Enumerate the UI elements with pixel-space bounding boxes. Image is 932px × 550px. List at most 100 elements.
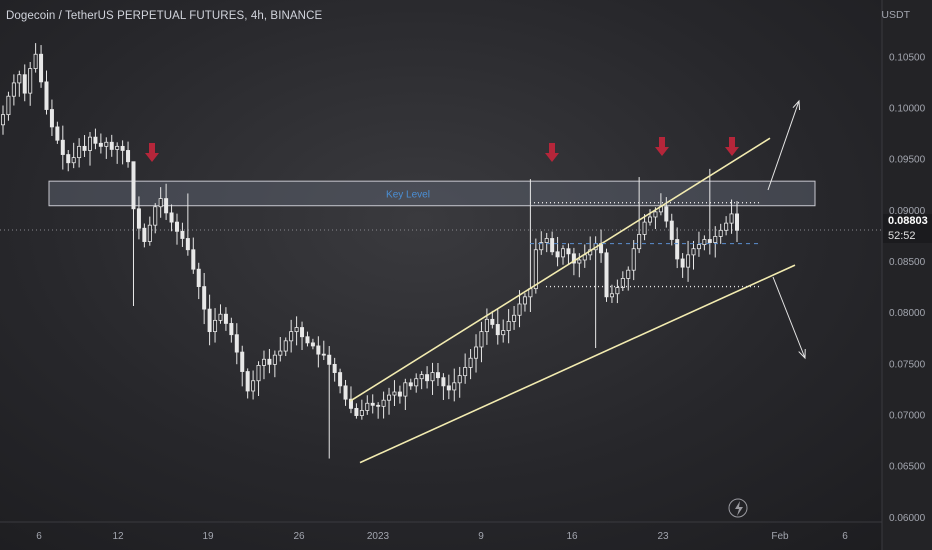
- candle-body: [71, 157, 76, 164]
- candle-body: [457, 375, 462, 384]
- candle-body: [174, 221, 179, 232]
- x-tick-label: Feb: [771, 531, 789, 542]
- candle-body: [327, 354, 332, 365]
- candle-body: [300, 327, 305, 338]
- candle-body: [147, 224, 152, 242]
- candle-body: [561, 248, 566, 258]
- candle-body: [691, 248, 696, 256]
- candle-body: [555, 251, 560, 258]
- candle-body: [213, 319, 218, 333]
- candle-body: [191, 249, 196, 270]
- candle-body: [512, 314, 517, 322]
- candle-body: [261, 358, 266, 366]
- candle-body: [240, 351, 245, 372]
- candle-body: [539, 242, 544, 251]
- candle-body: [234, 334, 239, 353]
- candle-body: [321, 353, 326, 356]
- candle-body: [653, 211, 658, 218]
- symbol-title[interactable]: Dogecoin / TetherUS PERPETUAL FUTURES, 4…: [6, 10, 323, 22]
- y-tick-label: 0.09000: [889, 206, 926, 217]
- candle-body: [506, 320, 511, 332]
- candle-body: [131, 161, 136, 210]
- candle-body: [414, 378, 419, 387]
- candle-body: [294, 327, 299, 333]
- candle-body: [169, 212, 174, 223]
- x-tick-label: 19: [202, 531, 214, 542]
- candle-body: [283, 340, 288, 352]
- candle-body: [332, 363, 337, 373]
- candle-body: [55, 126, 60, 141]
- candle-body: [218, 313, 223, 321]
- candle-body: [631, 248, 636, 271]
- candle-body: [696, 244, 701, 250]
- candle-body: [136, 208, 141, 229]
- down-arrow-marker: [725, 137, 739, 156]
- candle-body: [615, 287, 620, 295]
- candle-body: [93, 136, 98, 144]
- candle-body: [435, 372, 440, 379]
- candle-body: [359, 410, 364, 416]
- candle-body: [126, 150, 131, 163]
- x-tick-label: 9: [478, 531, 484, 542]
- candle-body: [729, 213, 734, 224]
- candle-body: [544, 238, 549, 243]
- channel-upper-line: [349, 137, 771, 402]
- key-level-label: Key Level: [386, 189, 430, 200]
- candle-body: [115, 145, 120, 150]
- price-axis-panel: [882, 0, 932, 550]
- candle-body: [468, 357, 473, 368]
- candle-body: [533, 249, 538, 290]
- flash-icon-glyph: [735, 501, 743, 516]
- candle-body: [441, 377, 446, 387]
- candle-body: [446, 385, 451, 391]
- bullish-projection-arrow-head: [792, 99, 801, 111]
- candle-body: [648, 216, 653, 223]
- flash-icon[interactable]: [728, 498, 748, 518]
- candle-body: [517, 303, 522, 316]
- candle-body: [278, 350, 283, 356]
- y-tick-label: 0.10500: [889, 52, 926, 63]
- candle-body: [98, 142, 103, 147]
- y-tick-label: 0.08500: [889, 257, 926, 268]
- candle-body: [577, 259, 582, 264]
- candle-body: [66, 154, 71, 164]
- y-tick-label: 0.06000: [889, 513, 926, 524]
- candle-body: [202, 286, 207, 310]
- candle-body: [60, 139, 65, 155]
- candle-body: [452, 382, 457, 391]
- candle-body: [33, 53, 38, 69]
- candle-body: [22, 74, 27, 94]
- bar-countdown-badge: 52:52: [883, 229, 932, 243]
- candle-body: [702, 239, 707, 246]
- candle-body: [664, 206, 669, 222]
- candle-body: [343, 385, 348, 400]
- candle-body: [142, 227, 147, 242]
- bearish-projection-arrow: [772, 276, 806, 359]
- candle-body: [0, 114, 6, 126]
- down-arrow-marker: [545, 143, 559, 162]
- candle-body: [501, 330, 506, 336]
- candle-body: [479, 331, 484, 348]
- candle-body: [626, 269, 631, 279]
- x-tick-label: 2023: [367, 531, 390, 542]
- candle-body: [686, 254, 691, 268]
- x-tick-label: 12: [112, 531, 124, 542]
- candle-body: [338, 372, 343, 387]
- candle-body: [207, 308, 212, 333]
- y-tick-label: 0.06500: [889, 462, 926, 473]
- x-tick-label: 6: [36, 531, 42, 542]
- candle-body: [49, 109, 54, 128]
- candle-body: [28, 68, 33, 94]
- candle-body: [77, 145, 82, 159]
- candle-body: [675, 239, 680, 260]
- candle-body: [637, 233, 642, 250]
- candle-body: [392, 391, 397, 396]
- candle-body: [109, 141, 114, 150]
- candle-body: [153, 206, 158, 226]
- candle-body: [272, 354, 277, 365]
- x-tick-label: 26: [293, 531, 305, 542]
- candle-body: [354, 407, 359, 416]
- candle-body: [430, 372, 435, 382]
